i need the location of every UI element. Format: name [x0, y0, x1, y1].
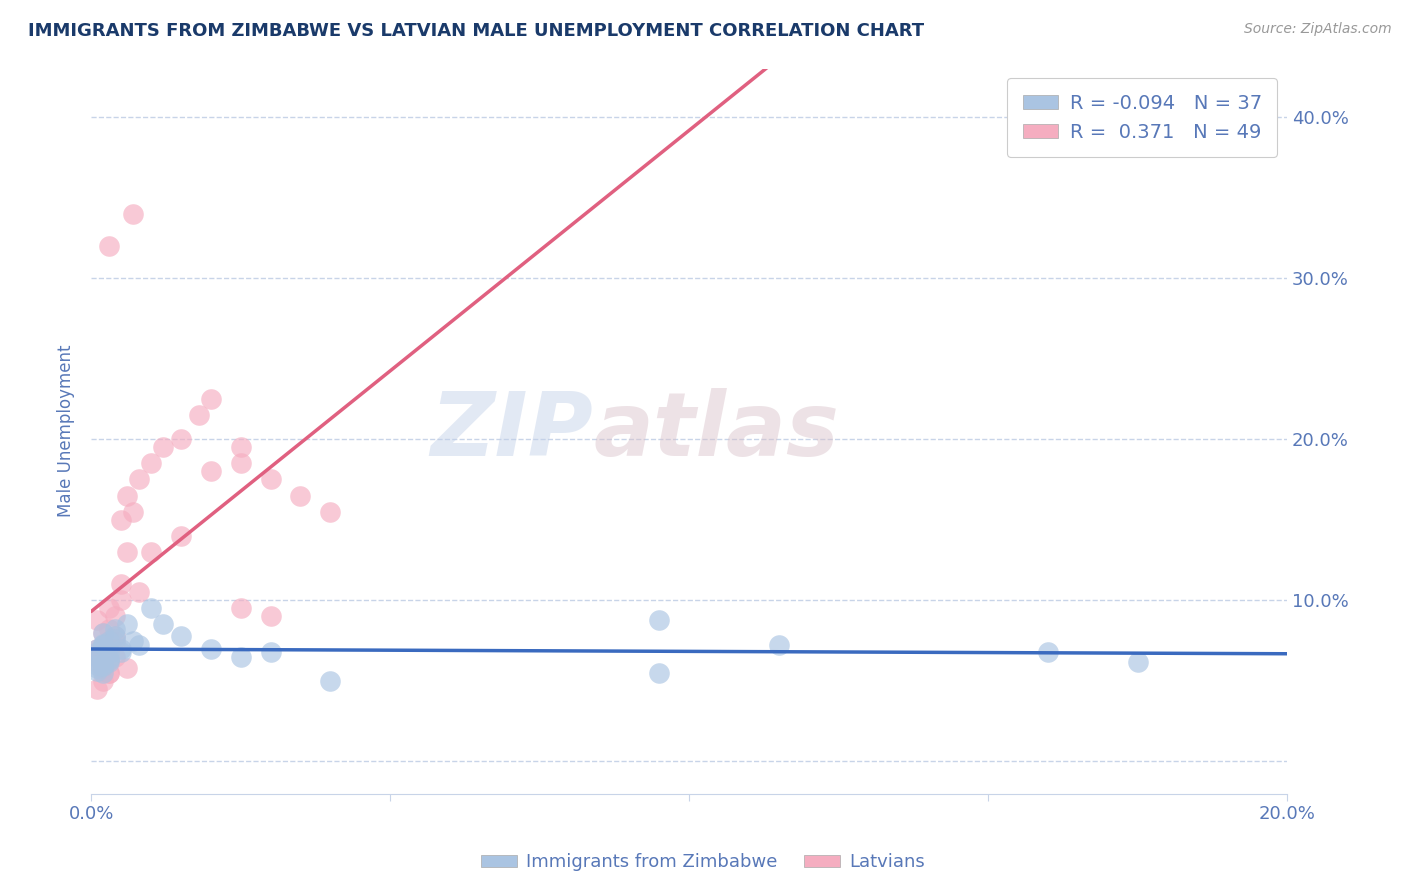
Point	[91, 659, 114, 673]
Point	[86, 664, 108, 678]
Point	[648, 613, 671, 627]
Point	[170, 432, 193, 446]
Point	[259, 472, 281, 486]
Point	[1126, 655, 1149, 669]
Point	[86, 645, 108, 659]
Point	[648, 665, 671, 680]
Point	[98, 633, 121, 648]
Point	[139, 456, 162, 470]
Point	[229, 601, 252, 615]
Point	[110, 593, 132, 607]
Text: IMMIGRANTS FROM ZIMBABWE VS LATVIAN MALE UNEMPLOYMENT CORRELATION CHART: IMMIGRANTS FROM ZIMBABWE VS LATVIAN MALE…	[28, 22, 924, 40]
Point	[86, 655, 108, 669]
Point	[98, 633, 121, 648]
Point	[91, 639, 114, 653]
Point	[91, 661, 114, 675]
Point	[91, 657, 114, 672]
Point	[86, 645, 108, 659]
Point	[98, 665, 121, 680]
Point	[110, 645, 132, 659]
Legend: R = -0.094   N = 37, R =  0.371   N = 49: R = -0.094 N = 37, R = 0.371 N = 49	[1008, 78, 1278, 157]
Point	[187, 408, 209, 422]
Point	[115, 661, 138, 675]
Point	[122, 206, 145, 220]
Point	[319, 673, 342, 688]
Point	[86, 649, 108, 664]
Point	[1036, 645, 1059, 659]
Point	[152, 440, 174, 454]
Point	[98, 665, 121, 680]
Point	[104, 635, 127, 649]
Point	[86, 641, 108, 656]
Point	[229, 456, 252, 470]
Point	[200, 392, 222, 406]
Point	[768, 639, 790, 653]
Point	[259, 609, 281, 624]
Point	[98, 647, 121, 661]
Point	[170, 529, 193, 543]
Point	[128, 639, 150, 653]
Text: ZIP: ZIP	[430, 388, 593, 475]
Point	[98, 651, 121, 665]
Point	[104, 629, 127, 643]
Point	[115, 545, 138, 559]
Point	[86, 681, 108, 696]
Point	[104, 609, 127, 624]
Point	[122, 633, 145, 648]
Point	[122, 505, 145, 519]
Point	[91, 665, 114, 680]
Point	[98, 653, 121, 667]
Point	[91, 657, 114, 672]
Point	[128, 585, 150, 599]
Point	[110, 577, 132, 591]
Point	[110, 513, 132, 527]
Point	[98, 601, 121, 615]
Point	[98, 239, 121, 253]
Point	[91, 657, 114, 672]
Point	[115, 617, 138, 632]
Point	[104, 623, 127, 637]
Point	[319, 505, 342, 519]
Point	[86, 657, 108, 672]
Point	[91, 673, 114, 688]
Point	[290, 489, 312, 503]
Point	[152, 617, 174, 632]
Point	[98, 653, 121, 667]
Point	[128, 472, 150, 486]
Text: Source: ZipAtlas.com: Source: ZipAtlas.com	[1244, 22, 1392, 37]
Point	[104, 632, 127, 646]
Point	[200, 464, 222, 478]
Point	[115, 489, 138, 503]
Point	[259, 645, 281, 659]
Point	[229, 440, 252, 454]
Point	[139, 545, 162, 559]
Y-axis label: Male Unemployment: Male Unemployment	[58, 345, 75, 517]
Point	[139, 601, 162, 615]
Point	[86, 613, 108, 627]
Point	[91, 639, 114, 653]
Point	[86, 661, 108, 675]
Point	[98, 623, 121, 637]
Point	[200, 641, 222, 656]
Point	[104, 649, 127, 664]
Legend: Immigrants from Zimbabwe, Latvians: Immigrants from Zimbabwe, Latvians	[474, 847, 932, 879]
Point	[104, 629, 127, 643]
Point	[86, 649, 108, 664]
Point	[91, 625, 114, 640]
Point	[91, 637, 114, 651]
Point	[91, 664, 114, 678]
Point	[91, 625, 114, 640]
Point	[170, 629, 193, 643]
Point	[110, 641, 132, 656]
Text: atlas: atlas	[593, 388, 839, 475]
Point	[229, 649, 252, 664]
Point	[86, 641, 108, 656]
Point	[98, 655, 121, 669]
